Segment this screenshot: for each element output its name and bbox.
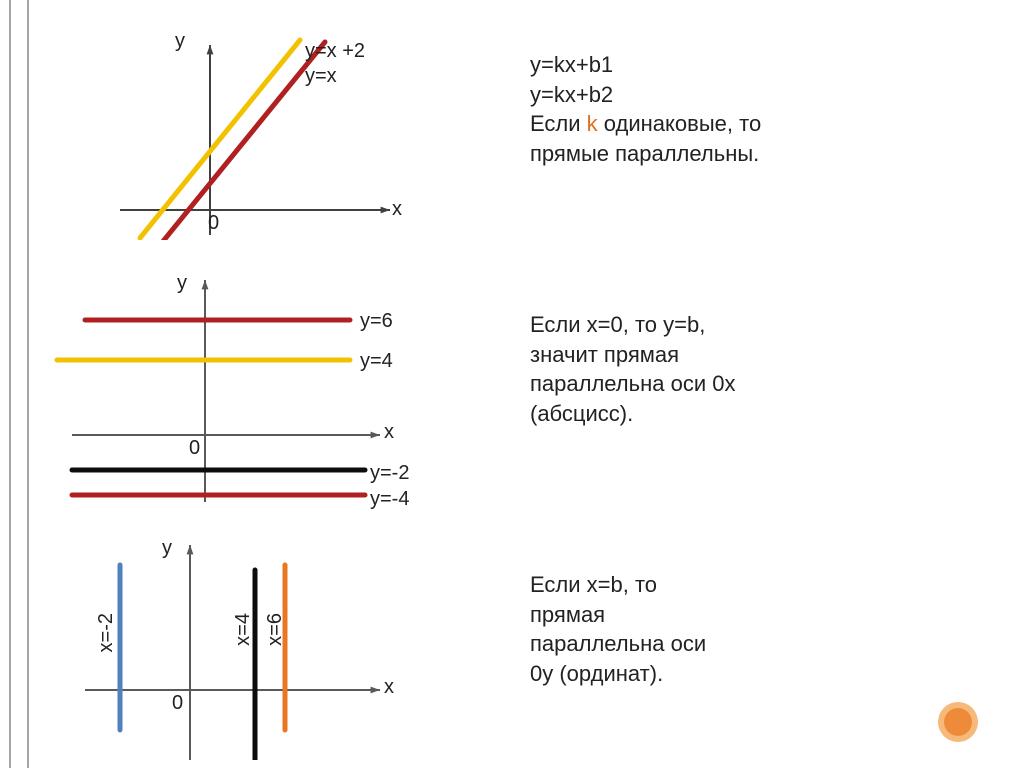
decor-vline-2 [27, 0, 29, 768]
t3-line4: 0у (ординат). [530, 659, 706, 689]
graph2-origin-label: 0 [189, 437, 200, 460]
graph2-line-label: у=-2 [370, 462, 409, 485]
t3-line3: параллельна оси [530, 629, 706, 659]
graph2-line-label: у=-4 [370, 488, 409, 511]
graph-vertical-lines: у х 0 х=-2 х=4 х=6 [60, 530, 400, 760]
graph3-y-label: у [162, 537, 172, 560]
t2-line4: (абсцисс). [530, 399, 735, 429]
t1-line4: прямые параллельны. [530, 139, 761, 169]
graph1-y-label: у [175, 30, 185, 53]
corner-dot-icon [938, 702, 978, 742]
corner-dot-inner [944, 708, 972, 736]
graph1-x-label: х [392, 198, 402, 221]
graph3-line-label: х=6 [264, 613, 287, 646]
graph3-line-label: х=-2 [95, 613, 118, 652]
t2-line3: параллельна оси 0х [530, 369, 735, 399]
t2-line2: значит прямая [530, 340, 735, 370]
t3-line1: Если х=b, то [530, 570, 706, 600]
text-block-1: y=kx+b1 y=kx+b2 Если k одинаковые, то пр… [530, 50, 761, 169]
graph3-x-label: х [384, 676, 394, 699]
t3-line2: прямая [530, 600, 706, 630]
graph3-origin-label: 0 [172, 692, 183, 715]
t1-line1: y=kx+b1 [530, 50, 761, 80]
decor-vline-1 [9, 0, 11, 768]
text-block-3: Если х=b, то прямая параллельна оси 0у (… [530, 570, 706, 689]
graph1-eq2-label: у=х [305, 65, 337, 88]
graph2-svg [50, 270, 410, 510]
graph3-line-label: х=4 [232, 613, 255, 646]
t1-line3: Если k одинаковые, то [530, 109, 761, 139]
t1-line2: y=kx+b2 [530, 80, 761, 110]
graph-parallel-lines: у х 0 у=х +2 у=х [60, 20, 400, 240]
graph2-line-label: у=6 [360, 310, 393, 333]
graph2-y-label: у [177, 272, 187, 295]
graph-horizontal-lines: у х 0 у=6 у=4 у=-2 у=-4 [50, 270, 410, 510]
t2-line1: Если х=0, то у=b, [530, 310, 735, 340]
graph1-eq1-label: у=х +2 [305, 40, 365, 63]
graph1-origin-label: 0 [208, 212, 219, 235]
graph2-line-label: у=4 [360, 350, 393, 373]
graph2-x-label: х [384, 421, 394, 444]
text-block-2: Если х=0, то у=b, значит прямая параллел… [530, 310, 735, 429]
